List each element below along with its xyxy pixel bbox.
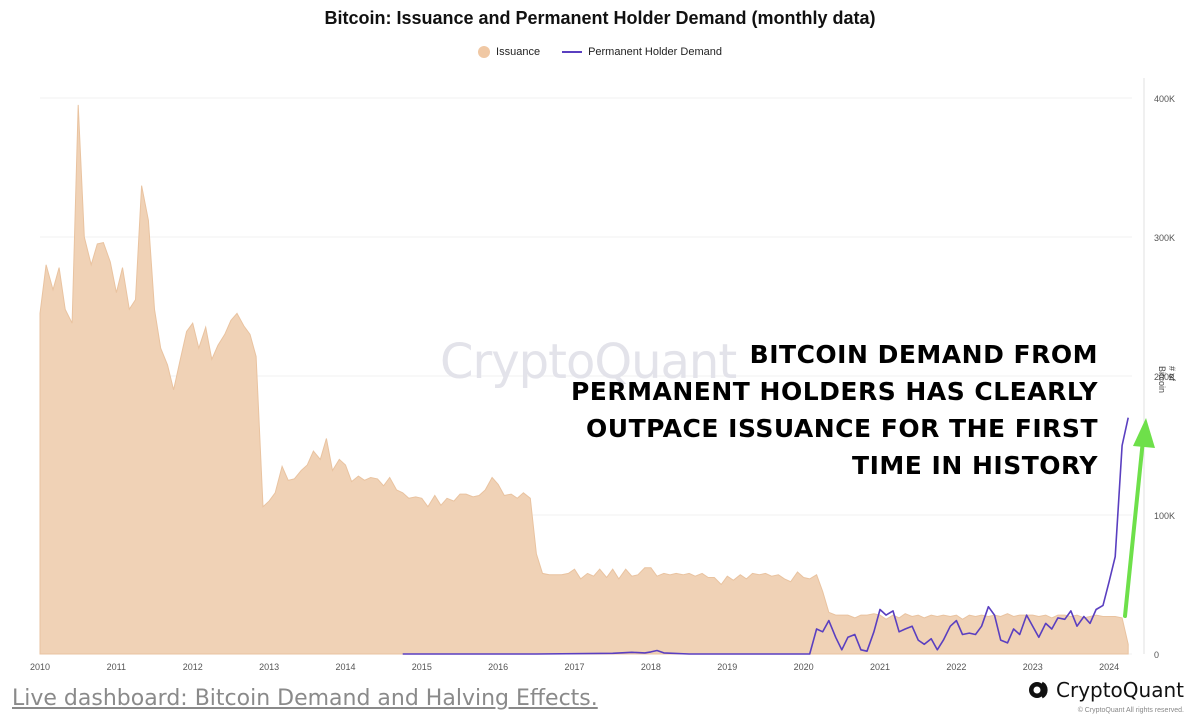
x-tick-label: 2010 (30, 662, 50, 672)
y-tick-label: 400K (1154, 94, 1175, 104)
x-tick-label: 2021 (870, 662, 890, 672)
legend-item-permanent-holder-demand[interactable]: Permanent Holder Demand (562, 46, 722, 58)
copyright: © CryptoQuant All rights reserved. (1077, 707, 1184, 714)
legend-swatch-issuance (478, 46, 491, 58)
x-tick-label: 2011 (107, 662, 126, 672)
legend-item-issuance[interactable]: Issuance (478, 46, 540, 58)
permanent-holder-demand-line (402, 417, 1129, 655)
legend-label-permanent-holder-demand: Permanent Holder Demand (588, 46, 722, 58)
x-tick-label: 2019 (717, 662, 737, 672)
watermark: CryptoQuant (440, 334, 737, 390)
legend: Issuance Permanent Holder Demand (0, 46, 1200, 58)
cryptoquant-logo-icon (1029, 681, 1048, 699)
annotation-arrow-shaft (1123, 438, 1145, 618)
x-tick-label: 2024 (1099, 662, 1119, 672)
brand-name: CryptoQuant (1056, 678, 1184, 702)
legend-label-issuance: Issuance (496, 46, 541, 58)
dashboard-link[interactable]: Live dashboard: Bitcoin Demand and Halvi… (12, 686, 598, 711)
x-tick-label: 2016 (488, 662, 508, 672)
legend-swatch-permanent-holder-demand (562, 51, 583, 53)
x-tick-label: 2015 (412, 662, 432, 672)
x-tick-label: 2017 (565, 662, 585, 672)
x-tick-label: 2020 (794, 662, 814, 672)
x-tick-label: 2023 (1023, 662, 1043, 672)
annotation-arrow-head (1133, 418, 1155, 448)
x-tick-label: 2012 (183, 662, 203, 672)
y-tick-label: 200K (1154, 372, 1175, 382)
x-tick-label: 2022 (946, 662, 966, 672)
x-tick-label: 2018 (641, 662, 661, 672)
y-tick-label: 100K (1154, 511, 1175, 521)
y-tick-label: 0 (1154, 650, 1159, 660)
y-axis-label: # of Bitcoin (1157, 366, 1177, 394)
x-tick-label: 2014 (335, 662, 355, 672)
issuance-area (39, 104, 1129, 655)
annotation-text: BITCOIN DEMAND FROM PERMANENT HOLDERS HA… (570, 340, 1098, 480)
x-tick-label: 2013 (259, 662, 279, 672)
brand-logo: CryptoQuant (1028, 678, 1184, 702)
chart-title: Bitcoin: Issuance and Permanent Holder D… (324, 8, 876, 28)
y-tick-label: 300K (1154, 233, 1175, 243)
